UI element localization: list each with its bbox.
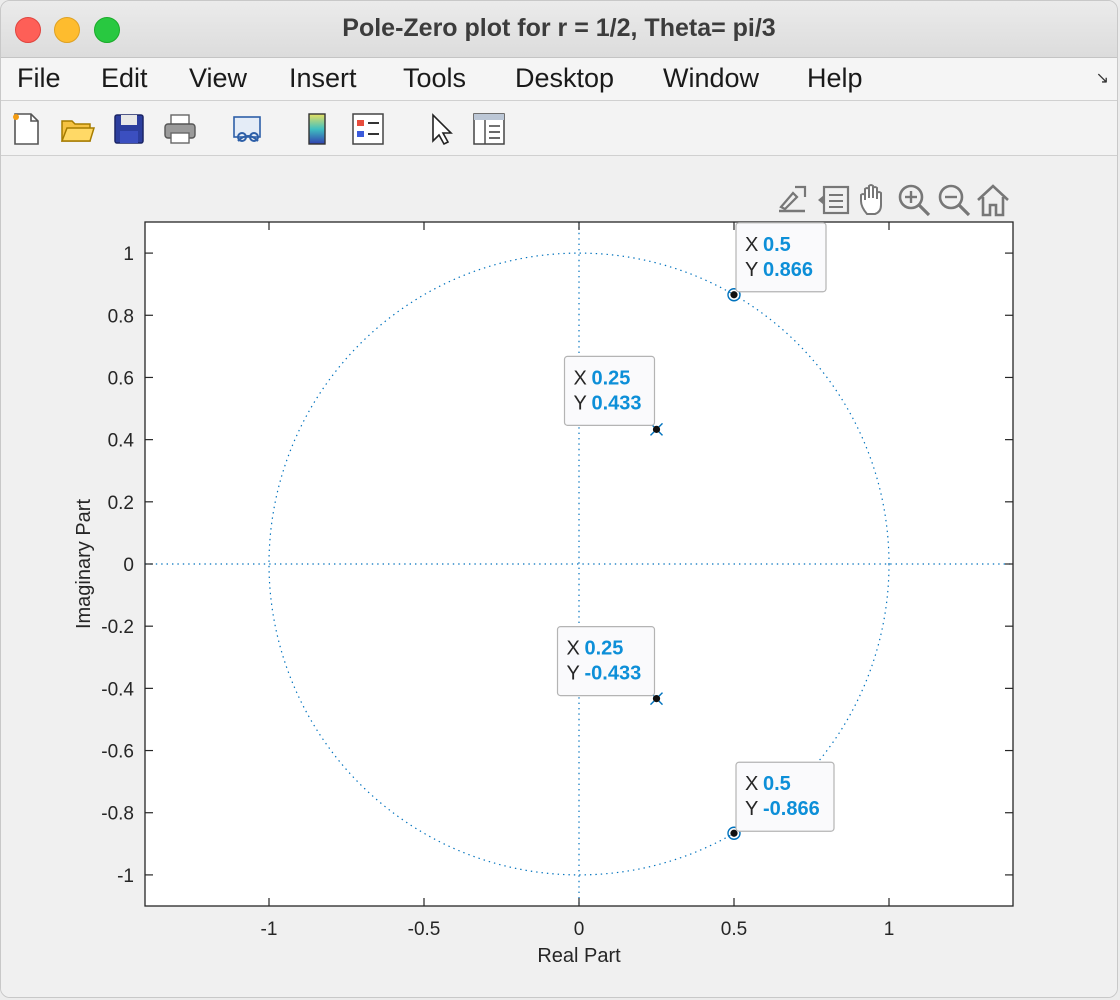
figure-toolbar	[1, 101, 1117, 156]
save-icon[interactable]	[111, 111, 147, 147]
y-tick-label: -0.2	[101, 617, 134, 638]
y-tick-label: -0.8	[101, 804, 134, 825]
y-tick-label: 0.2	[108, 493, 134, 514]
datatip-x-label: X	[574, 367, 587, 389]
select-pointer-icon[interactable]	[422, 111, 458, 147]
zoom-in-icon[interactable]	[895, 181, 933, 219]
window-title: Pole-Zero plot for r = 1/2, Theta= pi/3	[342, 14, 776, 42]
datatip-x-value: 0.25	[592, 367, 631, 389]
home-icon[interactable]	[974, 181, 1012, 219]
datatip-y-label: Y	[567, 663, 580, 685]
property-inspector-icon[interactable]	[471, 111, 507, 147]
datatip-y-label: Y	[745, 798, 758, 820]
zero-marker[interactable]	[727, 288, 741, 302]
reference-lines	[145, 222, 1013, 906]
datatip-x-label: X	[745, 234, 758, 256]
y-tick-label: 0.8	[108, 306, 134, 327]
y-tick-label: 0.4	[108, 431, 135, 452]
menu-view[interactable]: View	[189, 63, 248, 93]
datatip-y-value: -0.433	[585, 663, 642, 685]
print-icon[interactable]	[162, 111, 198, 147]
y-tick-label: -1	[117, 866, 134, 887]
x-tick-label: 0	[574, 919, 585, 940]
y-tick-label: 0	[123, 555, 134, 576]
y-axis-label: Imaginary Part	[73, 499, 95, 629]
pole-marker-datatip-dot	[652, 425, 661, 433]
axis-ticks: -1 -0.5 0 0.5 1 1 0.8 0.6 0.4 0.2 0 -0.2 -0.4 -0.6 -0.…	[101, 222, 1013, 940]
menu-help[interactable]: Help	[807, 63, 863, 93]
datatip-y-value: 0.433	[592, 392, 642, 414]
y-tick-label: -0.6	[101, 742, 134, 763]
y-tick-label: 1	[123, 244, 134, 265]
x-tick-label: 1	[884, 919, 895, 940]
datatip-x-value: 0.5	[763, 234, 791, 256]
y-tick-label: 0.6	[108, 368, 134, 389]
menu-tools[interactable]: Tools	[403, 63, 467, 93]
datatip-box[interactable]: X 0.5Y -0.866	[735, 761, 835, 832]
unit-circle-outline	[268, 252, 890, 876]
pole-marker-datatip-dot	[652, 695, 661, 703]
datatip-background	[563, 355, 656, 426]
new-figure-icon[interactable]	[8, 111, 44, 147]
menu-file[interactable]: File	[17, 63, 61, 93]
zero-marker[interactable]	[727, 826, 741, 840]
datatip-x-label: X	[745, 773, 758, 795]
datatip-x-value: 0.5	[763, 773, 791, 795]
pan-icon[interactable]	[855, 181, 893, 219]
dock-arrow-icon[interactable]: ↘	[1095, 70, 1109, 87]
x-tick-label: 0.5	[721, 919, 747, 940]
export-icon[interactable]	[773, 181, 811, 219]
menu-window[interactable]: Window	[663, 63, 760, 93]
link-plot-icon[interactable]	[230, 111, 266, 147]
datatip-background	[735, 222, 827, 293]
menu-bar: File Edit View Insert Tools Desktop Wind…	[1, 58, 1117, 101]
zoom-out-icon[interactable]	[935, 181, 973, 219]
plot-markers	[650, 288, 741, 840]
y-tick-label: -0.4	[101, 679, 134, 700]
open-file-icon[interactable]	[59, 111, 95, 147]
datatip-y-label: Y	[574, 392, 587, 414]
brush-icon[interactable]	[815, 181, 853, 219]
datatip-y-value: -0.866	[763, 798, 820, 820]
datatip-x-value: 0.25	[585, 638, 624, 660]
zero-marker-datatip-dot	[730, 829, 738, 837]
datatip-y-value: 0.866	[763, 259, 813, 281]
minimize-button[interactable]	[54, 17, 80, 43]
datatip-y-label: Y	[745, 259, 758, 281]
x-tick-label: -0.5	[408, 919, 441, 940]
datatip-box[interactable]: X 0.25Y -0.433	[556, 626, 656, 697]
legend-icon[interactable]	[350, 111, 386, 147]
datatip-background	[735, 761, 835, 832]
datatip-background	[556, 626, 656, 697]
datatip-box[interactable]: X 0.5Y 0.866	[735, 222, 827, 293]
x-axis-label: Real Part	[537, 945, 621, 967]
datatip-x-label: X	[567, 638, 580, 660]
x-tick-label: -1	[261, 919, 278, 940]
menu-insert[interactable]: Insert	[289, 63, 357, 93]
close-button[interactable]	[15, 17, 41, 43]
maximize-button[interactable]	[94, 17, 120, 43]
menu-edit[interactable]: Edit	[101, 63, 148, 93]
title-bar[interactable]: Pole-Zero plot for r = 1/2, Theta= pi/3	[1, 1, 1117, 58]
menu-desktop[interactable]: Desktop	[515, 63, 615, 93]
colorbar-icon[interactable]	[299, 111, 335, 147]
datatip-box[interactable]: X 0.25Y 0.433	[563, 355, 656, 426]
zero-marker-datatip-dot	[730, 291, 738, 299]
